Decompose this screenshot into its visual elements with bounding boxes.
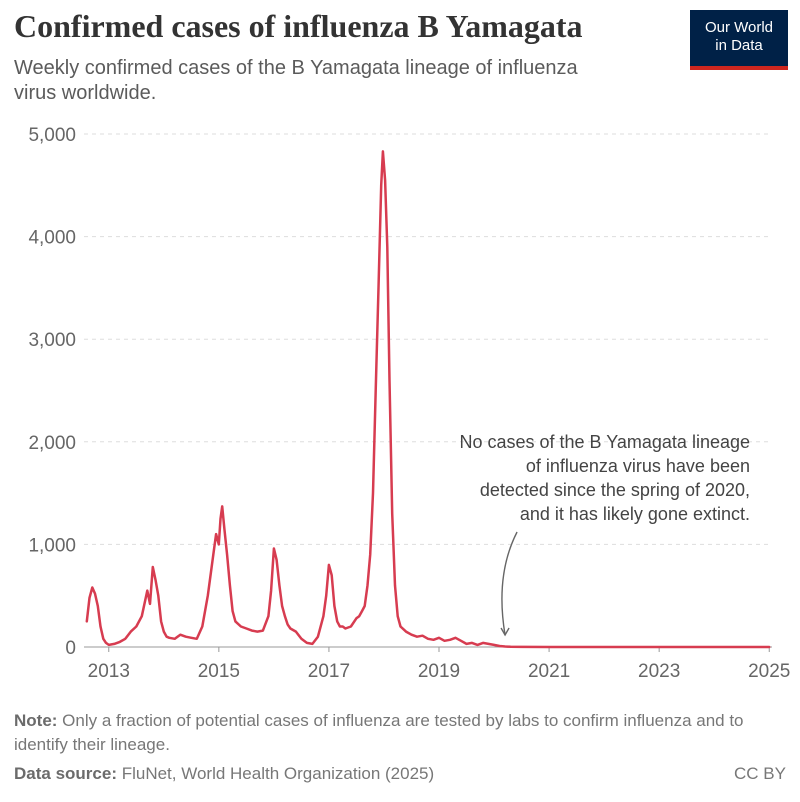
y-tick-label: 4,000: [28, 228, 76, 249]
source-text: FluNet, World Health Organization (2025): [116, 764, 435, 783]
footer-source: Data source: FluNet, World Health Organi…: [14, 764, 434, 784]
chart-subtitle: Weekly confirmed cases of the B Yamagata…: [14, 57, 578, 104]
annotation-line-2: of influenza virus have been: [526, 456, 750, 476]
chart-annotation: No cases of the B Yamagata lineage of in…: [459, 432, 750, 637]
note-label: Note:: [14, 711, 58, 730]
series-line[interactable]: [85, 150, 771, 649]
y-tick-label: 1,000: [28, 535, 76, 556]
chart-title: Confirmed cases of influenza B Yamagata: [14, 8, 583, 44]
series-layer: [85, 150, 771, 649]
y-axis-tick-labels: 0 1,000 2,000 3,000 4,000 5,000: [28, 125, 76, 659]
x-tick-label: 2023: [638, 661, 680, 682]
x-tick-label: 2021: [528, 661, 570, 682]
x-tick-label: 2015: [198, 661, 240, 682]
y-tick-label: 0: [65, 638, 76, 659]
y-tick-label: 2,000: [28, 433, 76, 454]
x-tick-label: 2019: [418, 661, 460, 682]
x-tick-label: 2017: [308, 661, 350, 682]
source-label: Data source:: [14, 764, 117, 783]
logo-line-1: Our World: [704, 19, 774, 36]
x-tick-label: 2013: [88, 661, 130, 682]
annotation-line-3: detected since the spring of 2020,: [480, 480, 750, 500]
license-label[interactable]: CC BY: [734, 764, 786, 783]
annotation-arrowhead: [500, 627, 510, 637]
annotation-arrow: [501, 531, 518, 636]
annotation-line-4: and it has likely gone extinct.: [520, 504, 750, 524]
x-axis: 2013 2015 2017 2019 2021 2023 2025: [84, 646, 790, 682]
owid-logo[interactable]: Our World in Data: [690, 10, 788, 70]
grid-lines: [84, 133, 772, 545]
y-tick-label: 3,000: [28, 330, 76, 351]
note-text: Only a fraction of potential cases of in…: [14, 711, 744, 754]
logo-line-2: in Data: [715, 37, 763, 54]
y-tick-label: 5,000: [28, 125, 76, 146]
x-tick-label: 2025: [748, 661, 790, 682]
footer-note: Note: Only a fraction of potential cases…: [14, 709, 784, 757]
annotation-line-1: No cases of the B Yamagata lineage: [459, 432, 750, 452]
